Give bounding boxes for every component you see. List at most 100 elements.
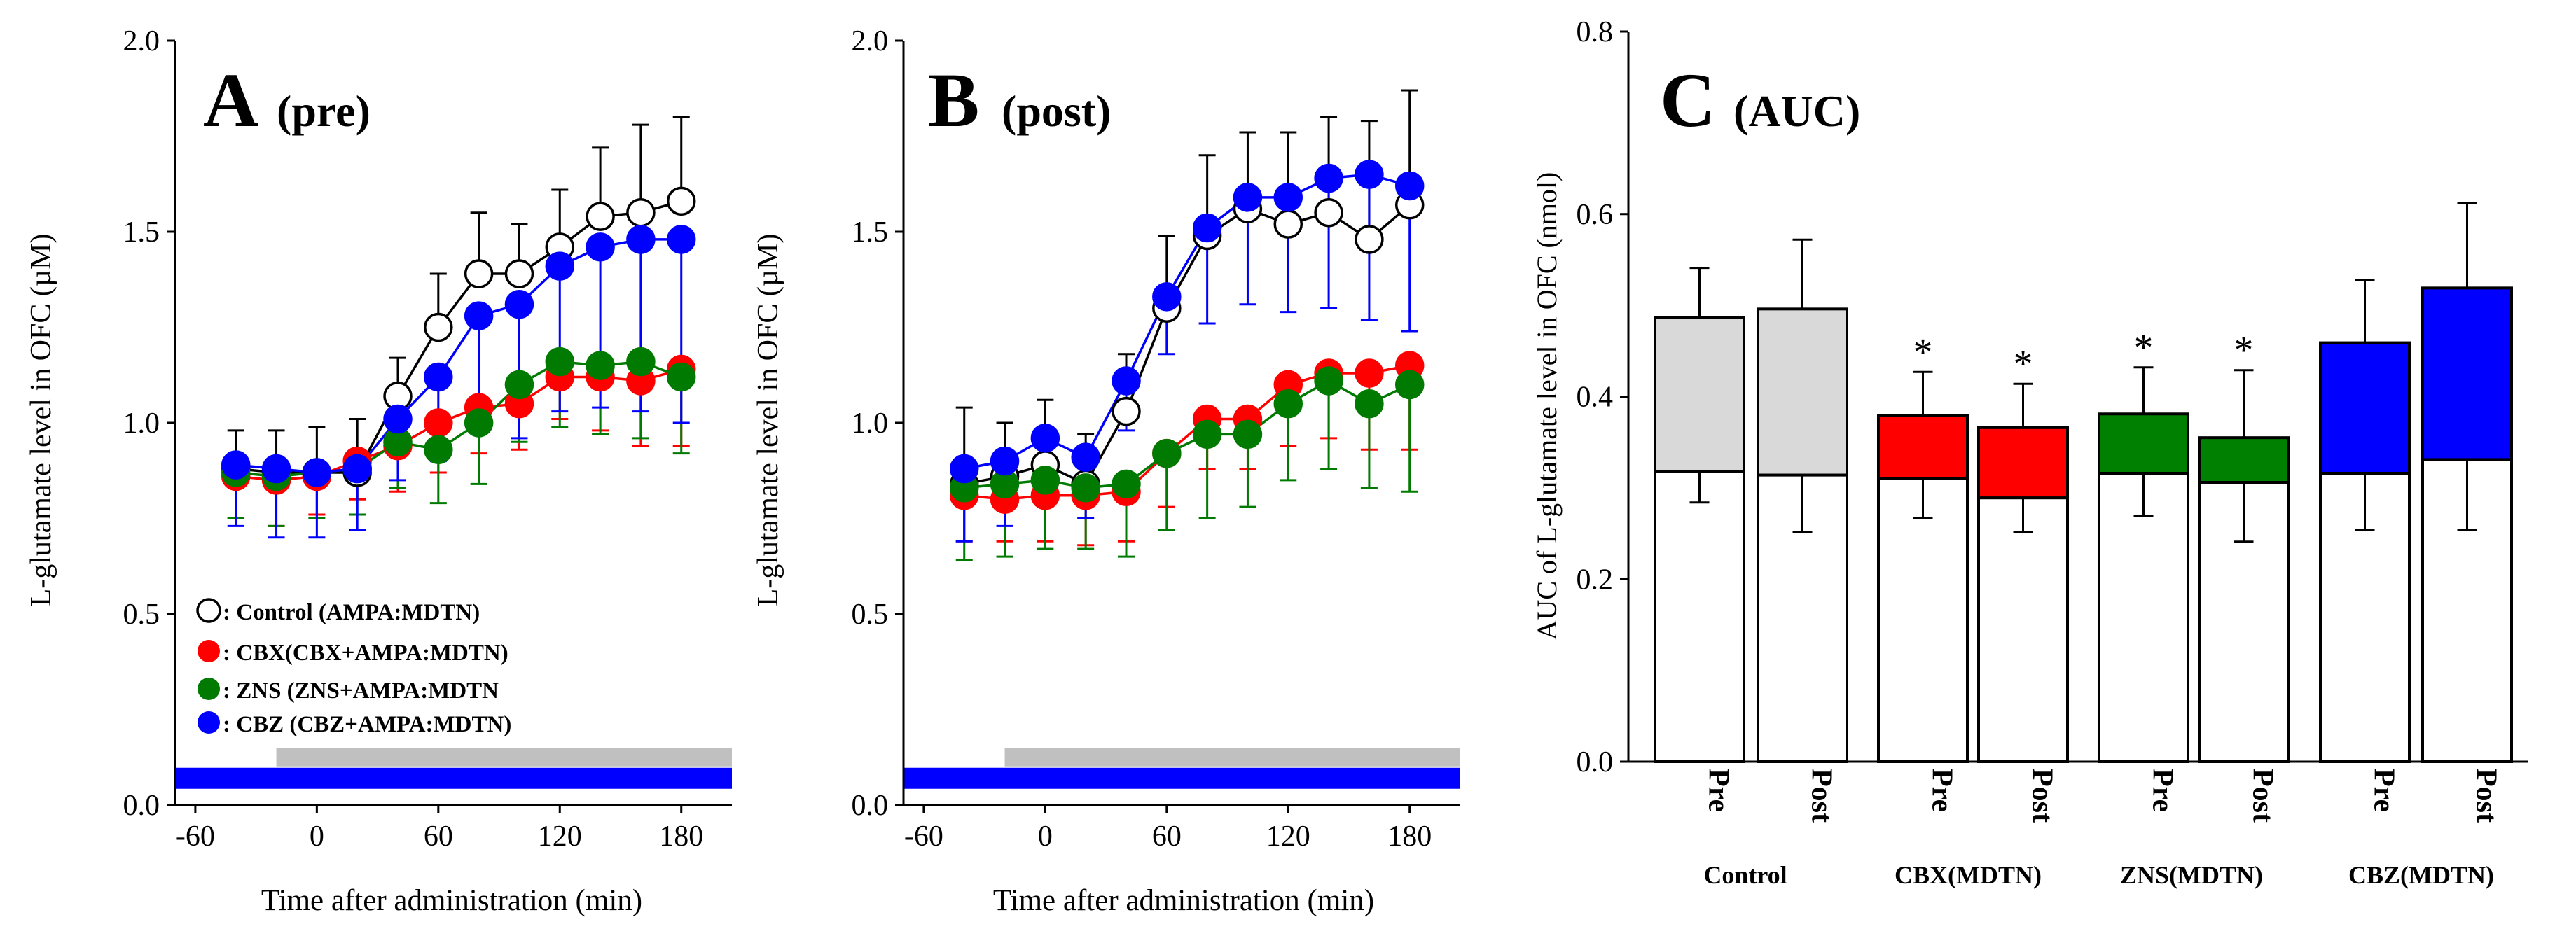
panel-b-point-cbz (990, 446, 1020, 476)
panel-b-point-control (1355, 225, 1384, 254)
panel-c-bar-color-segment (1977, 426, 2069, 500)
legend-label-zns: : ZNS (ZNS+AMPA:MDTN (223, 678, 499, 704)
panel-b-point-cbz (1192, 213, 1222, 243)
panel-b-point-zns (1273, 389, 1303, 419)
panel-b-axes (895, 39, 1460, 813)
panel-b-x-tick-label: 180 (1387, 820, 1432, 853)
panel-b-point-zns (1152, 438, 1182, 468)
panel-c-significance-star: * (2014, 342, 2033, 386)
panel-a-point-control (666, 186, 696, 216)
panel-b-point-zns (1071, 473, 1100, 503)
panel-c-bar-color-segment (2098, 412, 2189, 475)
panel-a-point-cbz (342, 454, 372, 484)
panel-c-y-tick-label: 0.4 (1577, 382, 1614, 414)
panel-b-point-zns (1233, 419, 1263, 449)
panel-b-y-axis-label: L-glutamate level in OFC (µM) (752, 234, 784, 607)
panel-a-point-cbz (221, 450, 251, 480)
panel-c-category-label: Pre (1703, 769, 1735, 812)
panel-c-y-tick-label: 0.0 (1577, 746, 1614, 778)
panel-c-title-letter: C (1660, 57, 1715, 143)
panel-a-point-zns (626, 347, 656, 377)
panel-b-point-cbz (1394, 171, 1425, 201)
panel-b-tick-labels: 0.0 0.5 1.0 1.5 2.0 -60 0 60 120 180 (852, 25, 1432, 853)
legend-label-control: : Control (AMPA:MDTN) (223, 600, 480, 625)
panel-c-y-tick-label: 0.2 (1577, 564, 1614, 596)
panel-b-point-cbz (1071, 442, 1100, 472)
legend-label-cbz: : CBZ (CBZ+AMPA:MDTN) (223, 712, 511, 737)
panel-c-category-label: Pre (2368, 769, 2400, 812)
panel-a-y-tick-label: 0.0 (123, 790, 160, 822)
panel-b-point-cbz (1273, 183, 1303, 212)
panel-b-point-cbz (1314, 163, 1343, 193)
panel-b-x-axis-label: Time after administration (min) (993, 884, 1374, 917)
panel-a-point-control (504, 259, 534, 288)
panel-a-point-zns (545, 347, 575, 377)
panel-b-point-cbz (1152, 282, 1182, 312)
panel-a-point-cbz (666, 225, 696, 254)
panel-b-point-cbz (949, 454, 979, 484)
panel-c-group-label: CBZ(MDTN) (2348, 861, 2494, 889)
panel-c-group-label: ZNS(MDTN) (2120, 861, 2263, 889)
panel-a-x-tick-label: 120 (538, 820, 582, 853)
panel-b-point-cbz (1112, 366, 1141, 396)
panel-a-point-zns (586, 351, 615, 380)
panel-a-point-control (626, 197, 656, 228)
panel-a-point-control (586, 202, 615, 231)
panel-c-error-bars (1689, 202, 2477, 543)
panel-c-bar-baseline-segment (1654, 470, 1745, 763)
panel-a-point-cbz (504, 289, 534, 319)
panel-b-point-control (1273, 209, 1303, 239)
panel-a-y-tick-label: 0.5 (123, 599, 160, 631)
panel-a-series-points (221, 186, 696, 495)
panel-a-x-tick-label: 180 (659, 820, 703, 853)
panel-c-chart: 0.0 0.2 0.4 0.6 0.8 Pre Post * Pre * Post * Pre * Post… (1531, 16, 2528, 889)
panel-a-axes (167, 39, 732, 813)
panel-a-point-cbx (424, 408, 453, 438)
panel-b-series-points (949, 160, 1425, 514)
panel-b-timing-bars (903, 748, 1460, 789)
panel-b-point-cbx (1355, 358, 1384, 388)
panel-c-bars (1654, 286, 2513, 764)
panel-b-point-zns (1314, 366, 1343, 396)
panel-c-bar-color-segment (2421, 286, 2513, 461)
panel-c-category-label: Post (2470, 769, 2502, 823)
panel-a-point-zns (504, 370, 534, 400)
panel-c-bar-color-segment (1877, 414, 1969, 480)
panel-b-x-tick-label: 120 (1266, 820, 1310, 853)
panel-a-tick-labels: 0.0 0.5 1.0 1.5 2.0 -60 0 60 120 180 (123, 25, 704, 853)
panel-b-y-tick-label: 2.0 (852, 25, 889, 57)
panel-a-legend: : Control (AMPA:MDTN) : CBX(CBX+AMPA:MDT… (196, 598, 511, 737)
panel-a-title-suffix: (pre) (277, 86, 371, 136)
panel-a-point-zns (464, 408, 494, 438)
panel-a-y-axis-label: L-glutamate level in OFC (µM) (25, 234, 57, 607)
panel-b-point-control (1112, 396, 1141, 426)
panel-a-x-tick-label: 0 (310, 820, 324, 853)
panel-c-bar-color-segment (2319, 341, 2411, 475)
panel-b-point-cbz (1355, 160, 1384, 189)
panel-a-timing-bars (175, 748, 732, 789)
panel-b-point-zns (1112, 469, 1141, 499)
panel-b-y-tick-label: 0.5 (852, 599, 889, 631)
panel-a-point-control (424, 312, 453, 342)
panel-a-point-cbz (545, 251, 575, 281)
panel-a-chart: 0.0 0.5 1.0 1.5 2.0 -60 0 60 120 180 L-glutamate … (25, 25, 732, 917)
panel-b-x-tick-label: 60 (1152, 820, 1182, 853)
panel-b-point-cbz (1233, 183, 1263, 212)
panel-a-title-letter: A (203, 57, 258, 143)
panel-c-y-axis-label: AUC of L-glutamate level in OFC (nmol) (1531, 172, 1563, 641)
panel-b-point-zns (1192, 419, 1222, 449)
panel-a-x-tick-label: -60 (176, 820, 215, 853)
legend-marker-control (196, 598, 221, 623)
panel-c-y-tick-label: 0.8 (1577, 16, 1614, 48)
panel-a-y-tick-label: 2.0 (123, 25, 160, 57)
panel-a-point-control (464, 259, 494, 288)
panel-b-point-control (1314, 197, 1343, 228)
panel-a-point-cbz (586, 232, 615, 262)
panel-a-y-tick-label: 1.0 (123, 407, 160, 440)
panel-b-title-letter: B (928, 57, 979, 143)
panel-b-point-zns (1030, 466, 1060, 495)
panel-b-point-zns (1355, 389, 1384, 419)
panel-a-point-cbz (626, 225, 656, 254)
panel-c-significance-star: * (1913, 330, 1933, 374)
